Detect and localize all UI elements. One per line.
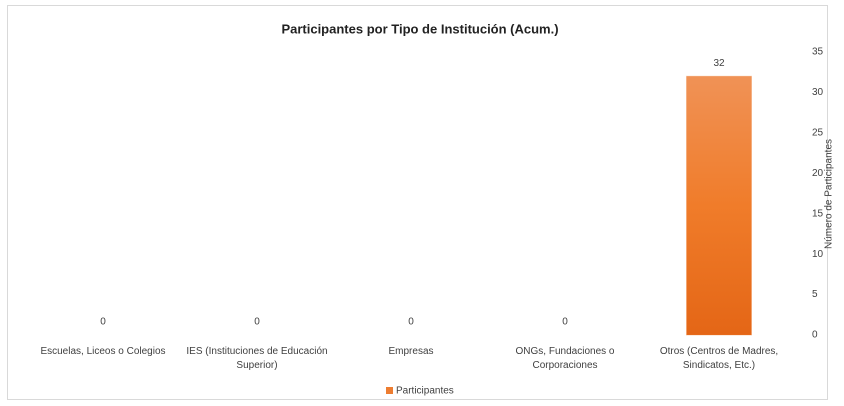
data-label: 0: [100, 317, 106, 328]
y-tick-label: 30: [812, 87, 824, 98]
x-tick-label-box: Escuelas, Liceos o Colegios: [40, 346, 166, 357]
x-tick-label: IES (Instituciones de Educación Superior…: [186, 346, 328, 371]
y-tick-label: 35: [812, 47, 824, 58]
legend-swatch: [386, 387, 393, 394]
y-axis-label: Número de Participantes: [824, 139, 835, 249]
x-tick-label: Escuelas, Liceos o Colegios: [40, 346, 166, 357]
x-tick-label: Otros (Centros de Madres, Sindicatos, Et…: [659, 346, 779, 371]
x-tick-label-box: Otros (Centros de Madres, Sindicatos, Et…: [659, 346, 779, 371]
y-tick-label: 25: [812, 127, 824, 138]
x-tick-label-box: Empresas: [388, 346, 434, 357]
x-tick-label-box: IES (Instituciones de Educación Superior…: [186, 346, 328, 371]
y-tick-label: 20: [812, 168, 824, 179]
x-tick-label-box: ONGs, Fundaciones o Corporaciones: [515, 346, 615, 371]
y-tick-label: 5: [812, 289, 818, 300]
chart-title: Participantes por Tipo de Institución (A…: [281, 21, 558, 36]
data-label: 0: [408, 317, 414, 328]
bar: [686, 75, 752, 336]
x-tick-label: Empresas: [388, 346, 434, 357]
y-tick-label: 15: [812, 208, 824, 219]
data-label: 0: [562, 317, 568, 328]
legend-label: Participantes: [396, 386, 454, 397]
y-tick-label: 10: [812, 249, 824, 260]
y-tick-label: 0: [812, 330, 818, 341]
data-label: 32: [713, 58, 725, 69]
data-label: 0: [254, 317, 260, 328]
x-tick-label: ONGs, Fundaciones o Corporaciones: [515, 346, 615, 371]
